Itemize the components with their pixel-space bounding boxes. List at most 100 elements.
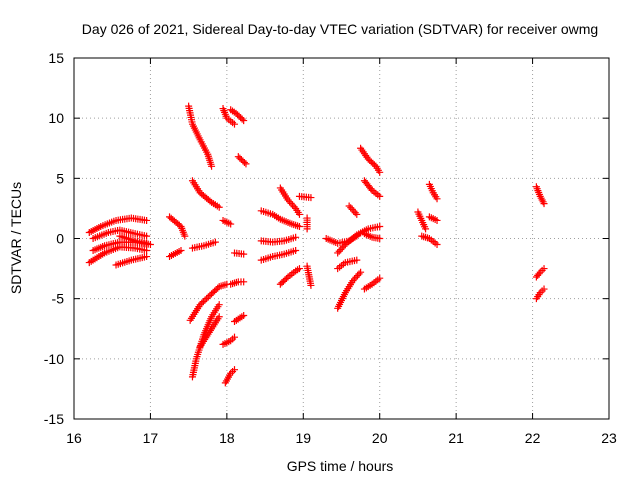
series-arc20 bbox=[219, 333, 238, 348]
series-arc10 bbox=[185, 102, 216, 170]
series-arc27 bbox=[276, 184, 303, 218]
y-axis: -15 -10 -5 0 5 10 15 bbox=[44, 50, 609, 427]
data-point bbox=[540, 285, 548, 293]
data-point bbox=[376, 222, 384, 230]
data-point bbox=[295, 210, 303, 218]
y-tick-label: 15 bbox=[48, 50, 64, 66]
data-point bbox=[376, 274, 384, 282]
y-tick-label: -5 bbox=[52, 291, 65, 307]
data-point bbox=[422, 225, 430, 233]
x-tick-label: 20 bbox=[372, 430, 388, 446]
y-tick-label: -15 bbox=[44, 411, 64, 427]
series-arc28 bbox=[276, 265, 303, 288]
series-arc16 bbox=[227, 106, 248, 125]
data-point bbox=[350, 207, 358, 215]
series-arc38 bbox=[360, 177, 384, 200]
data-point bbox=[211, 238, 219, 246]
data-point bbox=[199, 298, 207, 306]
series-arc43 bbox=[425, 180, 441, 203]
data-point bbox=[535, 270, 543, 278]
data-point bbox=[295, 222, 303, 230]
data-point bbox=[227, 220, 235, 228]
series-arc41 bbox=[414, 208, 430, 233]
series-arc25 bbox=[257, 233, 300, 246]
data-point bbox=[177, 247, 185, 255]
x-tick-label: 18 bbox=[219, 430, 235, 446]
series-arc6 bbox=[116, 232, 151, 247]
data-point bbox=[143, 239, 151, 247]
series-arc7 bbox=[166, 213, 189, 240]
data-point bbox=[338, 244, 346, 252]
data-point bbox=[349, 277, 357, 285]
data-point bbox=[345, 202, 353, 210]
series-arc40 bbox=[360, 274, 384, 293]
data-point bbox=[376, 168, 384, 176]
data-point bbox=[433, 195, 441, 203]
series-arc2 bbox=[89, 226, 151, 242]
series-arc17 bbox=[234, 153, 250, 168]
series-arc47 bbox=[532, 285, 548, 303]
data-point bbox=[540, 265, 548, 273]
series-arc31 bbox=[303, 262, 315, 289]
data-point bbox=[231, 120, 238, 128]
data-point bbox=[351, 232, 359, 240]
data-point bbox=[350, 275, 358, 283]
series-arc33 bbox=[334, 222, 384, 257]
series-arc1 bbox=[85, 214, 151, 236]
data-point bbox=[367, 185, 375, 193]
data-point bbox=[240, 278, 248, 286]
data-point bbox=[203, 294, 211, 302]
series-arc37 bbox=[357, 144, 384, 176]
data-point bbox=[354, 272, 362, 280]
grid bbox=[74, 58, 609, 419]
y-tick-label: 10 bbox=[48, 110, 64, 126]
data-point bbox=[206, 197, 214, 205]
series-arc22 bbox=[231, 312, 248, 326]
series-arc34 bbox=[334, 256, 361, 273]
data-point bbox=[240, 312, 248, 320]
series-arc5 bbox=[112, 253, 151, 269]
y-tick-label: 5 bbox=[56, 170, 64, 186]
y-axis-title: SDTVAR / TECUs bbox=[8, 182, 24, 294]
data-point bbox=[206, 291, 214, 299]
data-point bbox=[143, 247, 151, 255]
x-tick-label: 22 bbox=[525, 430, 541, 446]
series-arc8 bbox=[166, 247, 185, 261]
data-point bbox=[303, 225, 311, 233]
series-arc35 bbox=[334, 268, 365, 312]
data-point bbox=[307, 194, 315, 202]
data-point bbox=[198, 299, 206, 307]
data-point bbox=[295, 265, 303, 273]
x-tick-label: 19 bbox=[295, 430, 311, 446]
data-point bbox=[292, 233, 300, 241]
series-arc18 bbox=[219, 216, 235, 228]
data-point bbox=[307, 281, 315, 289]
series-arc39 bbox=[360, 230, 384, 242]
data-point bbox=[287, 199, 295, 207]
data-point bbox=[334, 249, 342, 257]
data-point bbox=[204, 293, 212, 301]
data-point bbox=[337, 246, 345, 254]
data-point bbox=[284, 196, 292, 204]
data-point bbox=[289, 201, 297, 209]
data-point bbox=[286, 198, 294, 206]
series-arc29 bbox=[295, 192, 315, 202]
data-point bbox=[540, 200, 548, 208]
data-point bbox=[240, 158, 248, 166]
data-point bbox=[231, 366, 238, 374]
data-point bbox=[335, 247, 343, 255]
series-arc15 bbox=[219, 105, 238, 128]
x-tick-label: 21 bbox=[448, 430, 464, 446]
data-point bbox=[181, 232, 189, 240]
data-point bbox=[351, 209, 359, 217]
y-tick-label: -10 bbox=[44, 351, 64, 367]
data-point bbox=[231, 333, 238, 341]
data-point bbox=[215, 313, 223, 321]
data-point bbox=[238, 115, 246, 123]
series-arc9 bbox=[188, 238, 219, 252]
x-axis-title: GPS time / hours bbox=[287, 458, 394, 474]
series-arc42 bbox=[418, 232, 441, 249]
data-point bbox=[352, 273, 360, 281]
x-tick-label: 16 bbox=[66, 430, 82, 446]
